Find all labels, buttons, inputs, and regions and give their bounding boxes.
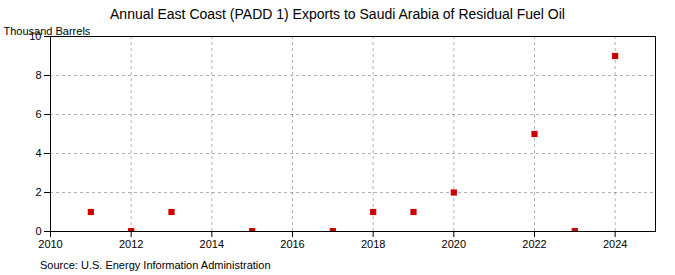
svg-text:2010: 2010 [38, 238, 62, 250]
svg-text:0: 0 [35, 225, 41, 237]
svg-text:2018: 2018 [361, 238, 385, 250]
svg-text:4: 4 [35, 147, 41, 159]
html-text:Annual East Coast (PADD 1) Exp: Annual East Coast (PADD 1) Exports to Sa… [110, 6, 565, 22]
svg-text:8: 8 [35, 69, 41, 81]
svg-text:Thousand Barrels: Thousand Barrels [4, 25, 91, 37]
svg-text:2016: 2016 [280, 238, 304, 250]
svg-text:2020: 2020 [442, 238, 466, 250]
svg-text:2012: 2012 [119, 238, 143, 250]
svg-text:2014: 2014 [200, 238, 224, 250]
svg-text:2: 2 [35, 186, 41, 198]
html-text:Source: U.S. Energy Informatio: Source: U.S. Energy Information Administ… [40, 259, 271, 271]
svg-text:2024: 2024 [603, 238, 627, 250]
svg-text:6: 6 [35, 108, 41, 120]
svg-text:2022: 2022 [522, 238, 546, 250]
